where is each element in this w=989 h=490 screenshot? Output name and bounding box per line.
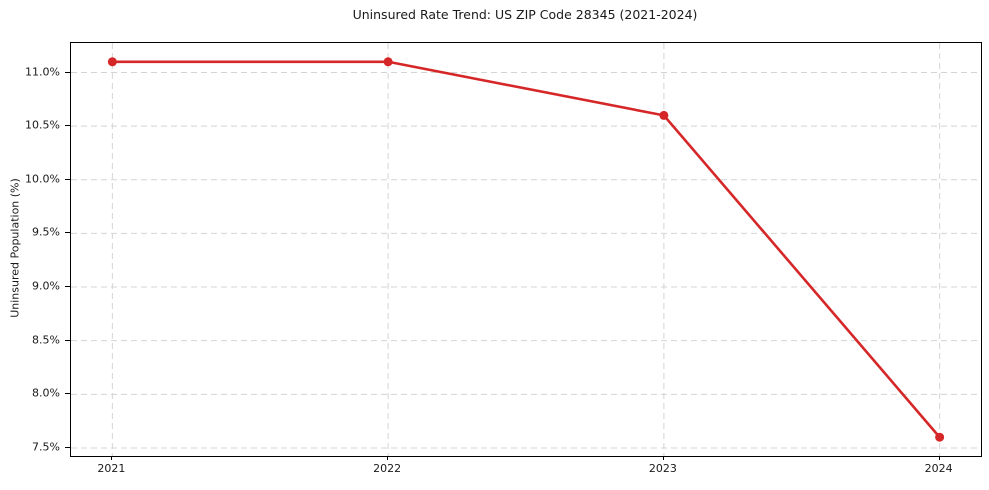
y-tick-label: 7.5% xyxy=(32,440,60,454)
x-tick-mark xyxy=(111,456,113,460)
y-tick-mark xyxy=(65,286,70,288)
y-tick-mark xyxy=(65,71,70,73)
y-tick-mark xyxy=(65,446,70,448)
y-tick-label: 10.0% xyxy=(25,172,60,186)
y-tick-label: 10.5% xyxy=(25,118,60,132)
y-tick-label: 8.0% xyxy=(32,386,60,400)
x-tick-label: 2022 xyxy=(373,462,402,475)
y-tick-label: 11.0% xyxy=(25,65,60,78)
y-tick-label: 8.5% xyxy=(32,333,60,347)
y-tick-label: 9.0% xyxy=(32,279,60,293)
y-tick-mark xyxy=(65,393,70,395)
chart-title: Uninsured Rate Trend: US ZIP Code 28345 … xyxy=(352,7,698,22)
data-point-marker xyxy=(659,110,669,120)
x-tick-label: 2023 xyxy=(648,462,677,475)
x-tick-mark xyxy=(938,456,940,460)
plot-area xyxy=(70,42,982,457)
data-point-marker xyxy=(935,432,945,442)
y-tick-mark xyxy=(65,178,70,180)
line-chart-canvas xyxy=(71,43,981,456)
y-tick-mark xyxy=(65,339,70,341)
y-tick-mark xyxy=(65,232,70,234)
x-tick-mark xyxy=(662,456,664,460)
y-axis-label: Uninsured Population (%) xyxy=(8,178,22,318)
trend-line xyxy=(111,60,941,439)
x-tick-mark xyxy=(387,456,389,460)
x-tick-label: 2024 xyxy=(924,462,953,475)
y-tick-mark xyxy=(65,125,70,127)
y-tick-label: 9.5% xyxy=(32,225,60,239)
data-point-marker xyxy=(383,57,393,67)
data-point-marker xyxy=(107,57,117,67)
x-tick-label: 2021 xyxy=(97,462,126,475)
